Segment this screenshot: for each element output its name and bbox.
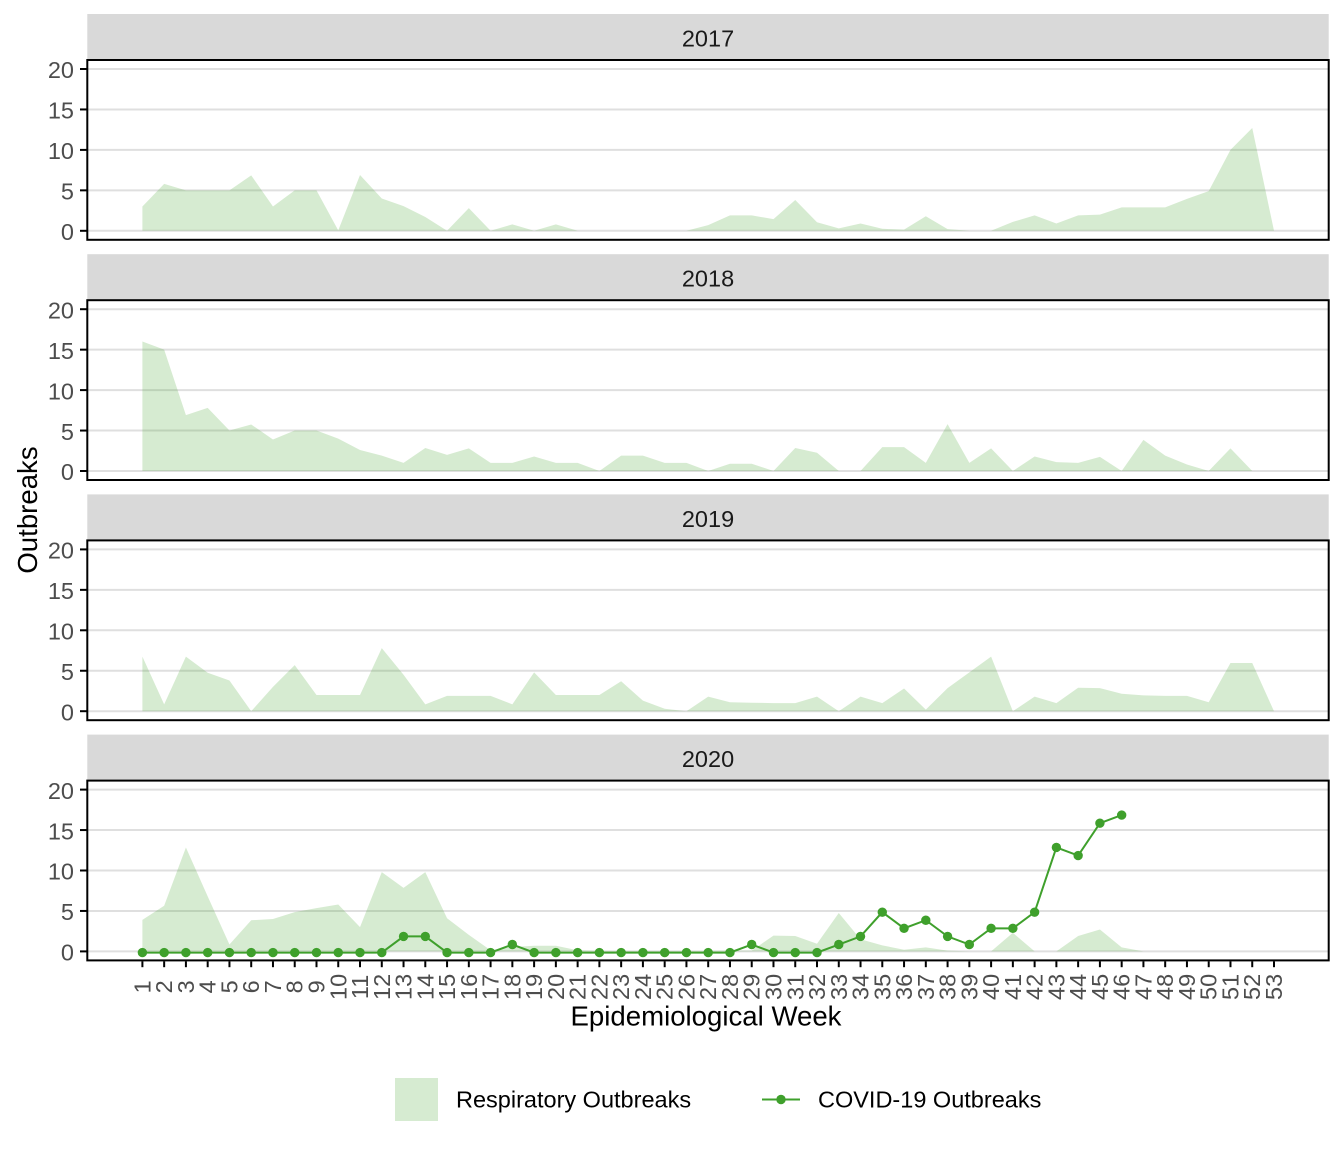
svg-text:Epidemiological Week: Epidemiological Week (571, 1001, 842, 1032)
svg-text:2020: 2020 (682, 746, 734, 772)
svg-text:14: 14 (412, 974, 438, 1000)
svg-text:45: 45 (1087, 974, 1113, 1000)
svg-text:29: 29 (739, 974, 765, 1000)
svg-text:2017: 2017 (682, 26, 734, 52)
svg-text:9: 9 (303, 980, 329, 993)
svg-text:51: 51 (1217, 974, 1243, 1000)
svg-text:11: 11 (347, 975, 373, 999)
svg-text:2: 2 (151, 980, 177, 993)
svg-text:34: 34 (848, 974, 874, 1000)
svg-text:8: 8 (282, 980, 308, 993)
svg-text:Respiratory Outbreaks: Respiratory Outbreaks (456, 1087, 691, 1113)
svg-text:20: 20 (48, 538, 74, 564)
svg-text:40: 40 (978, 974, 1004, 1000)
svg-text:46: 46 (1109, 974, 1135, 1000)
svg-text:16: 16 (456, 974, 482, 1000)
svg-text:7: 7 (260, 980, 286, 993)
svg-text:15: 15 (434, 974, 460, 1000)
svg-text:5: 5 (61, 659, 74, 685)
svg-text:27: 27 (695, 974, 721, 1000)
svg-text:47: 47 (1130, 974, 1156, 1000)
svg-text:35: 35 (869, 974, 895, 1000)
svg-text:0: 0 (61, 459, 74, 485)
svg-text:21: 21 (565, 974, 591, 1000)
svg-text:26: 26 (673, 974, 699, 1000)
svg-text:10: 10 (48, 378, 74, 404)
svg-text:43: 43 (1043, 974, 1069, 1000)
svg-text:22: 22 (586, 974, 612, 1000)
svg-text:17: 17 (478, 974, 504, 1000)
svg-text:3: 3 (173, 980, 199, 993)
svg-text:20: 20 (48, 57, 74, 83)
svg-text:18: 18 (499, 974, 525, 1000)
svg-text:13: 13 (391, 974, 417, 1000)
svg-text:15: 15 (48, 578, 74, 604)
svg-text:5: 5 (61, 899, 74, 925)
svg-text:23: 23 (608, 974, 634, 1000)
svg-text:30: 30 (760, 974, 786, 1000)
svg-text:20: 20 (48, 778, 74, 804)
svg-text:28: 28 (717, 974, 743, 1000)
svg-text:12: 12 (369, 974, 395, 1000)
svg-text:31: 31 (782, 974, 808, 1000)
svg-text:50: 50 (1196, 974, 1222, 1000)
svg-text:52: 52 (1239, 974, 1265, 1000)
svg-text:44: 44 (1065, 974, 1091, 1000)
svg-text:49: 49 (1174, 974, 1200, 1000)
svg-text:5: 5 (61, 419, 74, 445)
svg-text:2019: 2019 (682, 506, 734, 532)
svg-text:6: 6 (238, 980, 264, 993)
svg-text:53: 53 (1261, 974, 1287, 1000)
svg-text:19: 19 (521, 974, 547, 1000)
svg-text:41: 41 (1000, 974, 1026, 1000)
svg-text:0: 0 (61, 219, 74, 245)
svg-text:COVID-19 Outbreaks: COVID-19 Outbreaks (818, 1087, 1041, 1113)
svg-text:0: 0 (61, 699, 74, 725)
svg-text:5: 5 (216, 980, 242, 993)
svg-text:15: 15 (48, 338, 74, 364)
svg-text:25: 25 (652, 974, 678, 1000)
svg-text:36: 36 (891, 974, 917, 1000)
svg-text:32: 32 (804, 974, 830, 1000)
svg-text:10: 10 (48, 619, 74, 645)
svg-text:10: 10 (325, 974, 351, 1000)
svg-text:33: 33 (826, 974, 852, 1000)
svg-text:2018: 2018 (682, 266, 734, 292)
svg-text:37: 37 (913, 974, 939, 1000)
svg-text:39: 39 (956, 974, 982, 1000)
svg-text:48: 48 (1152, 974, 1178, 1000)
svg-text:0: 0 (61, 940, 74, 966)
svg-text:4: 4 (195, 980, 221, 993)
svg-text:38: 38 (935, 974, 961, 1000)
svg-text:10: 10 (48, 138, 74, 164)
svg-text:5: 5 (61, 179, 74, 205)
svg-text:Outbreaks: Outbreaks (12, 446, 43, 573)
svg-text:10: 10 (48, 859, 74, 885)
svg-text:24: 24 (630, 974, 656, 1000)
svg-text:15: 15 (48, 818, 74, 844)
svg-text:1: 1 (129, 980, 155, 993)
svg-text:20: 20 (48, 297, 74, 323)
svg-text:20: 20 (543, 974, 569, 1000)
svg-text:15: 15 (48, 98, 74, 124)
svg-text:42: 42 (1022, 974, 1048, 1000)
